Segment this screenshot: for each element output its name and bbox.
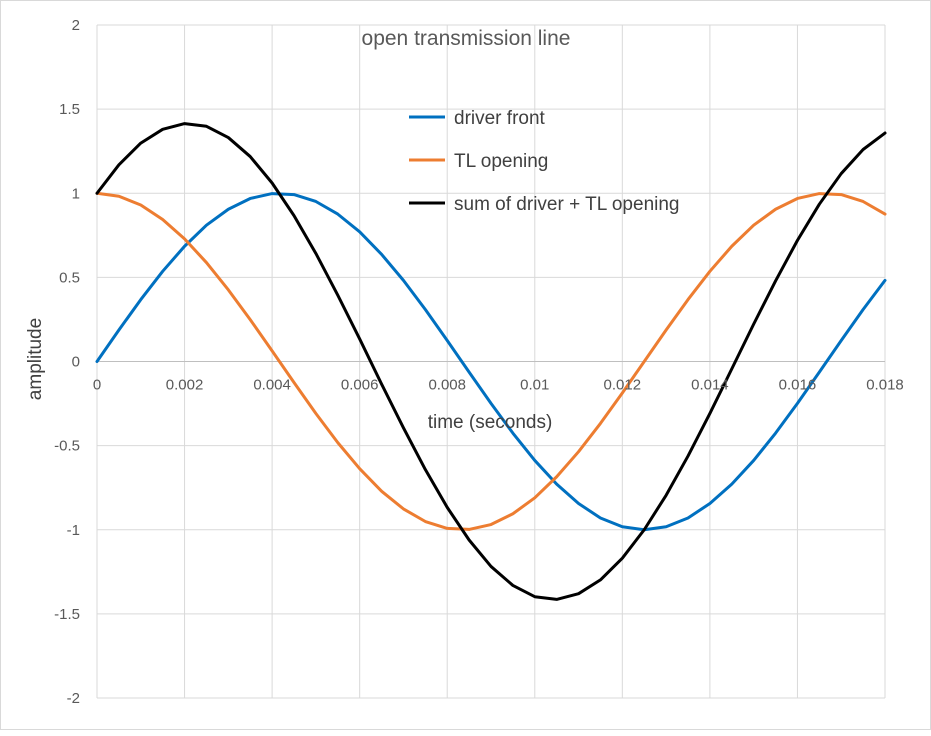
x-tick-label: 0 (93, 377, 101, 394)
legend-label: driver front (454, 108, 546, 129)
x-tick-label: 0.004 (253, 377, 291, 394)
series-lines (95, 122, 887, 601)
x-tick-label: 0.01 (520, 377, 549, 394)
legend-label: TL opening (454, 151, 548, 172)
x-tick-label: 0.012 (604, 377, 642, 394)
x-axis-title: time (seconds) (428, 412, 553, 433)
y-tick-label: 0 (72, 354, 80, 371)
legend-label: sum of driver + TL opening (454, 194, 680, 215)
y-tick-label: -1 (67, 522, 80, 539)
y-tick-label: -2 (67, 690, 80, 707)
series-line-3 (95, 122, 887, 601)
gridlines (96, 24, 886, 699)
x-tick-label: 0.014 (691, 377, 729, 394)
series-line-2 (95, 191, 887, 531)
x-tick-label: 0.006 (341, 377, 379, 394)
tick-labels: 0 0.002 0.004 0.006 0.008 0.01 0.012 0.014 0.016… (54, 17, 904, 707)
chart-title: open transmission line (362, 27, 571, 50)
y-tick-label: 1 (72, 185, 80, 202)
x-tick-label: 0.008 (428, 377, 466, 394)
x-tick-label: 0.018 (866, 377, 904, 394)
x-tick-label: 0.016 (779, 377, 817, 394)
x-tick-label: 0.002 (166, 377, 204, 394)
y-axis-title: amplitude (25, 318, 46, 400)
y-tick-label: 1.5 (59, 101, 80, 118)
series-line-1 (95, 192, 887, 532)
y-tick-label: -0.5 (54, 438, 80, 455)
y-tick-label: 2 (72, 17, 80, 34)
y-tick-label: 0.5 (59, 269, 80, 286)
y-tick-label: -1.5 (54, 606, 80, 623)
legend: driver front TL opening sum of driver + TL… (409, 108, 680, 215)
